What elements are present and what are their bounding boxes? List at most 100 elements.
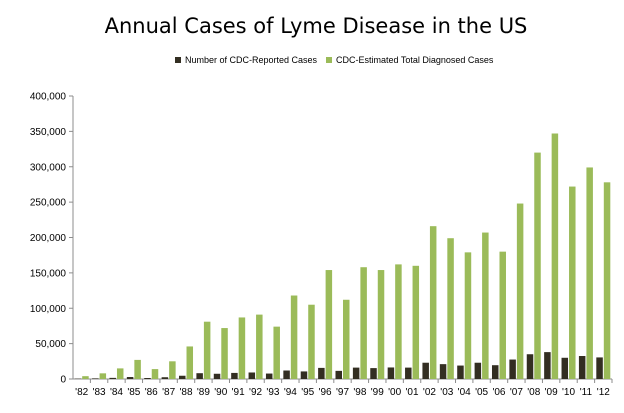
legend-swatch-reported — [175, 57, 181, 63]
bar-estimated-cases — [290, 295, 298, 379]
legend: Number of CDC-Reported Cases CDC-Estimate… — [175, 55, 494, 65]
x-tick-label: '84 — [110, 387, 123, 398]
x-tick-label: '08 — [527, 387, 540, 398]
bar-reported-cases — [387, 367, 395, 379]
bar-estimated-cases — [99, 373, 107, 379]
bar-reported-cases — [126, 377, 134, 379]
bar-reported-cases — [161, 377, 169, 379]
bar-reported-cases — [179, 375, 186, 379]
x-tick-label: '03 — [440, 387, 453, 398]
x-tick-label: '99 — [371, 387, 384, 398]
legend-swatch-estimated — [326, 57, 332, 63]
y-tick-label: 100,000 — [30, 304, 67, 315]
bar-reported-cases — [544, 352, 551, 379]
bar-reported-cases — [318, 367, 325, 379]
bar-estimated-cases — [551, 133, 559, 379]
bar-reported-cases — [213, 373, 221, 379]
bar-reported-cases — [109, 377, 116, 379]
bar-estimated-cases — [464, 252, 472, 379]
x-tick-label: '95 — [301, 387, 314, 398]
y-tick-label: 400,000 — [30, 92, 67, 103]
x-tick-label: '10 — [562, 387, 575, 398]
bar-estimated-cases — [134, 359, 141, 379]
bar-reported-cases — [144, 378, 151, 379]
bar-reported-cases — [300, 371, 308, 379]
bar-estimated-cases — [395, 264, 402, 379]
bar-reported-cases — [352, 367, 360, 379]
x-axis: '82 '83 '84 '85 '86 '87 '88 '89 '90 '91 '92 '93 '94 '… — [73, 378, 613, 398]
bar-estimated-cases — [534, 152, 541, 379]
x-tick-label: '91 — [232, 387, 245, 398]
bar-reported-cases — [248, 372, 256, 379]
bar-estimated-cases — [203, 321, 211, 379]
x-tick-label: '89 — [197, 387, 210, 398]
bar-estimated-cases — [169, 361, 176, 379]
bar-reported-cases — [422, 362, 429, 379]
bar-reported-cases — [561, 357, 569, 379]
y-tick-label: 50,000 — [35, 339, 66, 350]
bar-reported-cases — [491, 365, 499, 379]
chart-title: Annual Cases of Lyme Disease in the US — [105, 14, 528, 38]
bar-reported-cases — [283, 370, 290, 379]
bar-estimated-cases — [238, 317, 246, 379]
bar-reported-cases — [457, 365, 464, 379]
x-tick-label: '88 — [179, 387, 192, 398]
x-tick-label: '96 — [319, 387, 332, 398]
x-tick-label: '92 — [249, 387, 262, 398]
bar-reported-cases — [596, 357, 603, 379]
x-tick-label: '94 — [284, 387, 297, 398]
x-tick-label: '90 — [214, 387, 227, 398]
bar-reported-cases — [439, 364, 447, 379]
bar-estimated-cases — [482, 232, 489, 379]
y-tick-label: 300,000 — [30, 162, 67, 173]
bar-estimated-cases — [325, 270, 333, 379]
bar-reported-cases — [231, 372, 238, 379]
bar-estimated-cases — [499, 251, 506, 379]
bar-estimated-cases — [151, 369, 159, 379]
x-tick-label: '93 — [266, 387, 279, 398]
bar-reported-cases — [405, 367, 412, 379]
x-tick-label: '11 — [580, 387, 593, 398]
y-tick-label: 150,000 — [30, 268, 67, 279]
bar-reported-cases — [578, 356, 586, 379]
legend-label-reported: Number of CDC-Reported Cases — [185, 55, 318, 65]
y-tick-label: 0 — [60, 375, 66, 386]
legend-label-estimated: CDC-Estimated Total Diagnosed Cases — [336, 55, 494, 65]
bar-estimated-cases — [603, 182, 611, 379]
bar-estimated-cases — [569, 186, 576, 379]
y-tick-label: 250,000 — [30, 198, 67, 209]
x-tick-label: '00 — [388, 387, 401, 398]
bar-reported-cases — [92, 378, 99, 379]
x-tick-label: '01 — [406, 387, 419, 398]
bar-estimated-cases — [273, 326, 280, 379]
x-tick-label: '05 — [475, 387, 488, 398]
bar-estimated-cases — [586, 167, 593, 379]
bar-reported-cases — [335, 370, 342, 379]
bar-reported-cases — [474, 362, 482, 379]
y-axis: 0 50,000 100,000 150,000 200,000 250,000 300,0… — [30, 92, 74, 386]
bar-reported-cases — [265, 373, 273, 379]
bar-estimated-cases — [256, 314, 263, 379]
x-tick-label: '09 — [545, 387, 558, 398]
x-tick-label: '87 — [162, 387, 175, 398]
bar-reported-cases — [526, 354, 534, 379]
bar-estimated-cases — [447, 238, 454, 379]
bar-estimated-cases — [429, 226, 437, 379]
x-tick-label: '85 — [127, 387, 140, 398]
bar-estimated-cases — [221, 328, 228, 379]
x-tick-label: '04 — [458, 387, 471, 398]
y-tick-label: 200,000 — [30, 233, 67, 244]
x-tick-label: '98 — [353, 387, 366, 398]
x-tick-label: '06 — [492, 387, 505, 398]
x-tick-label: '83 — [93, 387, 106, 398]
bar-reported-cases — [370, 368, 377, 379]
x-tick-label: '02 — [423, 387, 436, 398]
bar-reported-cases — [509, 359, 516, 379]
x-tick-label: '07 — [510, 387, 523, 398]
x-tick-label: '97 — [336, 387, 349, 398]
y-tick-label: 350,000 — [30, 127, 67, 138]
x-tick-label: '82 — [75, 387, 88, 398]
bar-estimated-cases — [343, 299, 350, 379]
x-tick-label: '86 — [145, 387, 158, 398]
